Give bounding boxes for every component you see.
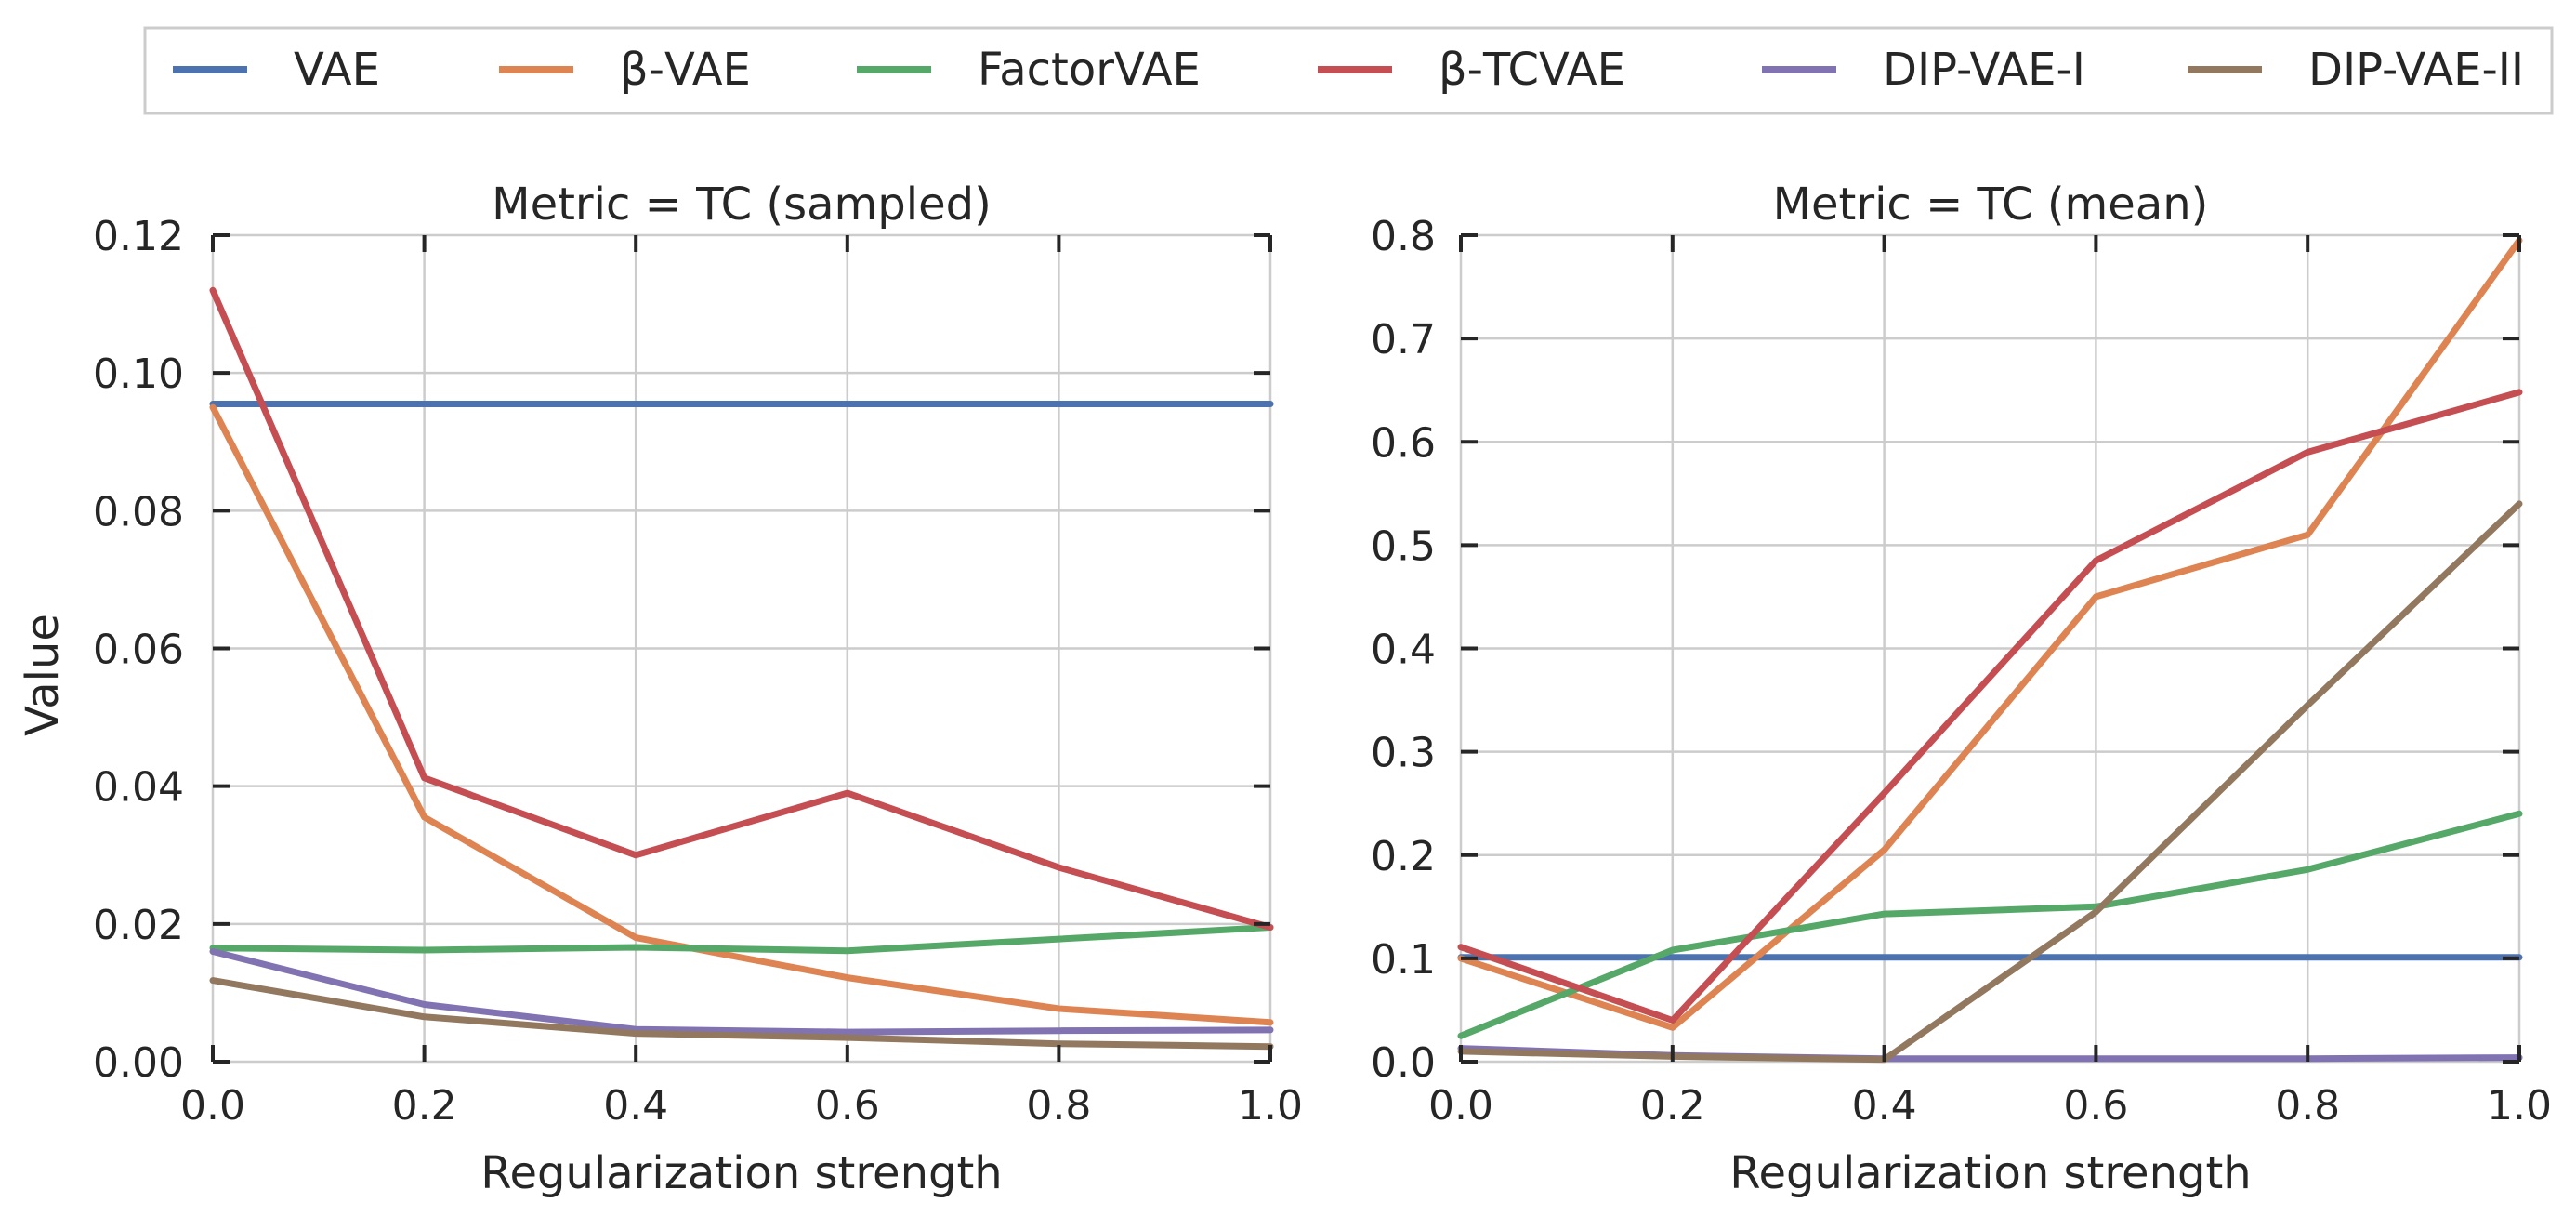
y-tick-label: 0.8 [1371,213,1436,260]
panel-title: Metric = TC (mean) [1773,178,2209,231]
x-axis-label: Regularization strength [480,1147,1002,1199]
y-tick-label: 0.7 [1371,316,1436,363]
y-tick-label: 0.2 [1371,833,1436,880]
series-line-beta-tcvae [209,286,1274,931]
legend-label-dip-vae-i: DIP-VAE-I [1883,44,2085,96]
panel-tc-sampled: 0.0 0.2 0.4 0.6 0.8 1.0 0.00 0.02 0.04 0.06 0.08 0.… [17,178,1303,1199]
x-tick-label: 0.0 [180,1082,245,1130]
y-axis-label: Value [17,614,69,736]
y-tick-label: 0.10 [93,350,184,398]
y-tick-label: 0.0 [1371,1039,1436,1087]
y-tick-label: 0.06 [93,627,184,674]
panel-tc-mean: 0.0 0.2 0.4 0.6 0.8 1.0 0.0 0.1 0.2 0.3 0.4 0.5 0.6 0… [1371,178,2552,1199]
x-tick-label: 0.2 [392,1082,457,1130]
x-axis-label: Regularization strength [1729,1147,2251,1199]
legend-label-beta-tcvae: β-TCVAE [1439,44,1625,96]
x-tick-label: 0.4 [603,1082,668,1130]
y-tick-label: 0.00 [93,1039,184,1087]
x-tick-label: 0.6 [2063,1082,2128,1130]
series-line-beta-tcvae [1457,389,2523,1024]
y-tick-label: 0.08 [93,488,184,535]
series-line-beta-vae [209,403,1274,1026]
legend-label-dip-vae-ii: DIP-VAE-II [2308,44,2524,96]
y-tick-label: 0.4 [1371,627,1436,674]
x-tick-label: 0.0 [1428,1082,1493,1130]
panel-title: Metric = TC (sampled) [492,178,992,231]
x-tick-label: 0.8 [1026,1082,1091,1130]
legend-label-factorvae: FactorVAE [978,44,1201,96]
series-line-beta-vae [1457,237,2523,1031]
y-tick-label: 0.1 [1371,936,1436,984]
legend-label-vae: VAE [294,44,380,96]
y-tick-label: 0.02 [93,902,184,949]
series-line-dip-vae-ii [1457,500,2523,1064]
x-tick-label: 0.8 [2275,1082,2340,1130]
series-line-dip-vae-ii [209,977,1274,1051]
y-tick-label: 0.04 [93,764,184,812]
x-tick-label: 0.6 [815,1082,880,1130]
series-line-factorvae [1457,810,2523,1039]
y-tick-label: 0.5 [1371,522,1436,570]
y-tick-label: 0.12 [93,213,184,260]
legend-label-beta-vae: β-VAE [620,44,751,96]
series-line-dip-vae-i [209,948,1274,1036]
series-line-factorvae [209,924,1274,955]
x-tick-label: 1.0 [1238,1082,1303,1130]
y-tick-label: 0.3 [1371,730,1436,777]
x-tick-label: 1.0 [2487,1082,2552,1130]
x-tick-label: 0.2 [1640,1082,1705,1130]
x-tick-label: 0.4 [1852,1082,1917,1130]
y-tick-label: 0.6 [1371,419,1436,467]
legend: VAE β-VAE FactorVAE β-TCVAE DIP-VAE-I DIP-VAE… [143,26,2554,115]
